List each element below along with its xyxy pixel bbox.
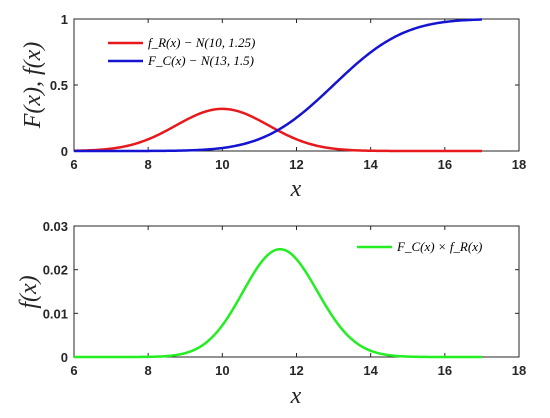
top-y-tick-label: 0	[61, 144, 68, 159]
top-legend: f_R(x) − N(10, 1.25) F_C(x) − N(13, 1.5)	[108, 35, 255, 68]
bottom-legend: F_C(x) × f_R(x)	[357, 239, 482, 254]
bottom-y-axis: 0 0.01 0.02 0.03	[43, 219, 519, 365]
legend-label-fR: f_R(x) − N(10, 1.25)	[148, 35, 255, 50]
top-y-axis-label: F(x), f(x)	[20, 42, 46, 130]
top-plot-area	[73, 18, 520, 152]
top-x-axis: 6 8 10 12 14 16 18	[70, 19, 526, 172]
bottom-y-tick-label: 0	[61, 350, 68, 365]
top-x-tick-label: 16	[438, 157, 452, 172]
bottom-plot-area	[73, 225, 520, 358]
top-chart: 6 8 10 12 14 16 18 00.51 x F(x), f(x) f_R(x) −…	[20, 12, 526, 202]
top-x-tick-label: 10	[215, 157, 229, 172]
top-series-lines	[73, 18, 482, 153]
bottom-series-line-0	[74, 247, 482, 359]
top-x-axis-label: x	[290, 176, 302, 202]
top-x-tick-label: 6	[70, 157, 77, 172]
top-y-tick-label: 1	[61, 12, 68, 27]
bottom-y-tick-label: 0.01	[43, 306, 68, 321]
bottom-x-tick-label: 12	[289, 363, 303, 378]
bottom-x-axis: 6 8 10 12 14 16 18	[70, 226, 526, 378]
bottom-series-lines	[74, 247, 482, 359]
top-x-tick-label: 8	[145, 157, 152, 172]
bottom-y-tick-label: 0.03	[43, 219, 68, 234]
bottom-x-tick-label: 16	[438, 363, 452, 378]
top-x-tick-label: 14	[363, 157, 378, 172]
legend-label-FC: F_C(x) − N(13, 1.5)	[147, 53, 254, 68]
top-x-tick-label: 12	[289, 157, 303, 172]
top-series-line-1	[74, 18, 482, 153]
top-y-axis: 00.51	[50, 12, 519, 159]
top-y-tick-label: 0.5	[50, 78, 68, 93]
bottom-y-tick-label: 0.02	[43, 263, 68, 278]
bottom-x-tick-label: 8	[145, 363, 152, 378]
bottom-x-tick-label: 14	[363, 363, 378, 378]
bottom-x-axis-label: x	[290, 383, 302, 409]
bottom-y-axis-label: f(x)	[16, 275, 42, 308]
legend-label-product: F_C(x) × f_R(x)	[396, 239, 482, 254]
bottom-chart: 6 8 10 12 14 16 18 0 0.01 0.02 0.03 x f(x) F_C(x)…	[16, 219, 526, 409]
bottom-x-tick-label: 6	[70, 363, 77, 378]
bottom-x-tick-label: 10	[215, 363, 229, 378]
top-x-tick-label: 18	[512, 157, 526, 172]
bottom-x-tick-label: 18	[512, 363, 526, 378]
